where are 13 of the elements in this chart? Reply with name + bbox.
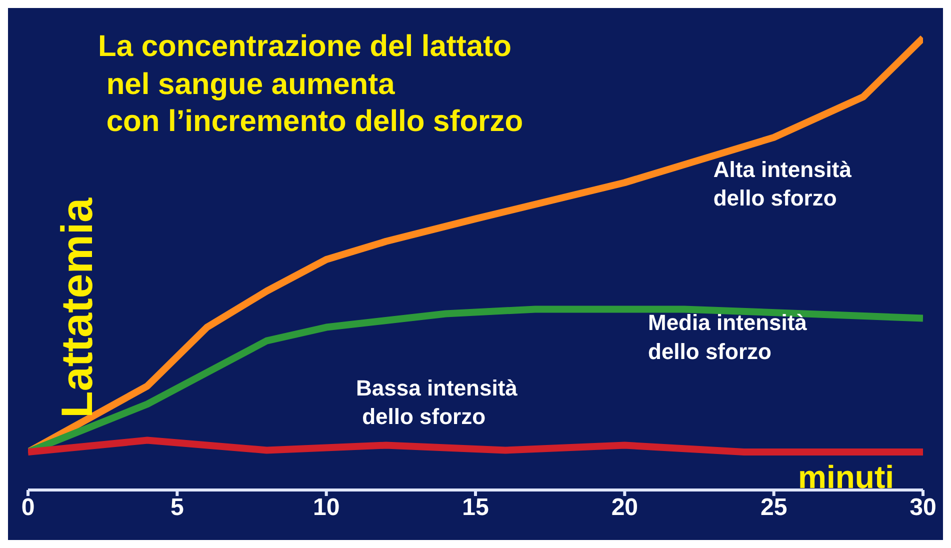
x-tick-label: 20	[611, 494, 638, 522]
x-tick-label: 10	[312, 494, 340, 522]
series-label: Alta intensità dello sforzo	[713, 156, 852, 210]
text: La concentrazione del lattato nel sangue aumenta con l’incremento dello sforzo	[98, 29, 524, 140]
series-label: Media intensità dello sforzo	[648, 310, 808, 364]
x-tick-label: 25	[760, 494, 788, 522]
y-axis-title: Lattatemia	[53, 198, 103, 418]
x-tick-label: 0	[21, 494, 35, 522]
series-label: Bassa intensità dello sforzo	[356, 375, 518, 429]
x-tick-label: 15	[462, 494, 489, 522]
x-tick-label: 30	[910, 494, 936, 522]
x-tick-label: 5	[170, 494, 184, 522]
x-axis-title: minuti	[798, 459, 894, 495]
